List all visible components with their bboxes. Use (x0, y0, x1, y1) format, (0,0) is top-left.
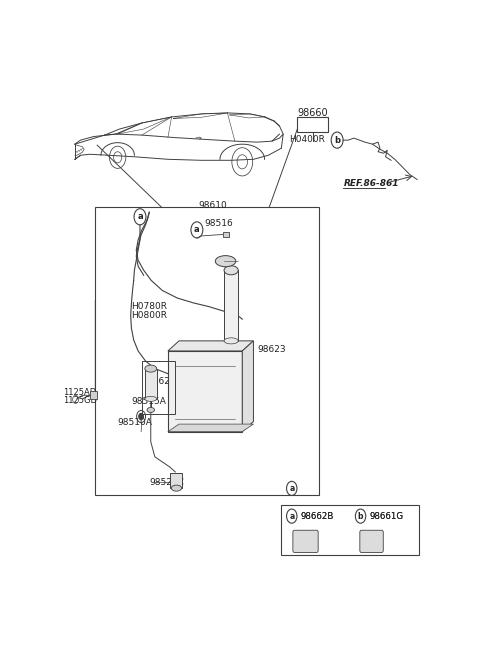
Text: 98622: 98622 (147, 377, 176, 386)
Bar (170, 473, 182, 488)
Text: H0780R: H0780R (132, 302, 168, 311)
Text: a: a (137, 212, 143, 221)
Ellipse shape (216, 255, 236, 267)
Text: 98623: 98623 (257, 345, 286, 354)
Bar (145, 369, 156, 399)
Bar (223, 232, 229, 237)
Bar (297, 117, 328, 132)
Ellipse shape (224, 266, 238, 275)
Bar (224, 271, 238, 341)
Text: a: a (289, 512, 294, 521)
Bar (142, 361, 175, 414)
Polygon shape (168, 341, 253, 351)
Text: 98662B: 98662B (300, 512, 334, 521)
Text: 98662B: 98662B (300, 512, 334, 521)
Polygon shape (168, 424, 253, 432)
Polygon shape (242, 341, 253, 432)
Text: H0800R: H0800R (132, 311, 168, 320)
Ellipse shape (145, 396, 156, 402)
Text: REF.86-861: REF.86-861 (344, 179, 399, 187)
FancyBboxPatch shape (293, 531, 318, 552)
Text: H0400R: H0400R (289, 135, 325, 143)
Text: 98515A: 98515A (132, 397, 167, 406)
Text: 98661G: 98661G (370, 512, 404, 521)
Text: 1125AD: 1125AD (63, 388, 96, 397)
Text: 1125GD: 1125GD (63, 396, 97, 405)
Ellipse shape (224, 338, 238, 344)
Ellipse shape (145, 365, 156, 372)
Bar (90, 391, 97, 399)
Text: 98610: 98610 (198, 201, 227, 210)
FancyBboxPatch shape (360, 531, 383, 552)
Ellipse shape (171, 485, 181, 491)
Bar (168, 351, 242, 432)
Text: 98520C: 98520C (149, 477, 184, 487)
Text: a: a (289, 484, 294, 493)
Text: 98510A: 98510A (118, 418, 153, 427)
Text: b: b (358, 512, 363, 521)
Text: 98661G: 98661G (370, 512, 404, 521)
Text: 98660: 98660 (298, 108, 328, 118)
Text: 98516: 98516 (204, 219, 233, 229)
Text: 98620: 98620 (168, 352, 196, 360)
Text: a: a (194, 225, 200, 234)
Text: b: b (334, 136, 340, 145)
Bar (96, 207, 319, 495)
Circle shape (139, 413, 144, 420)
Bar (281, 505, 419, 555)
Ellipse shape (147, 407, 155, 413)
